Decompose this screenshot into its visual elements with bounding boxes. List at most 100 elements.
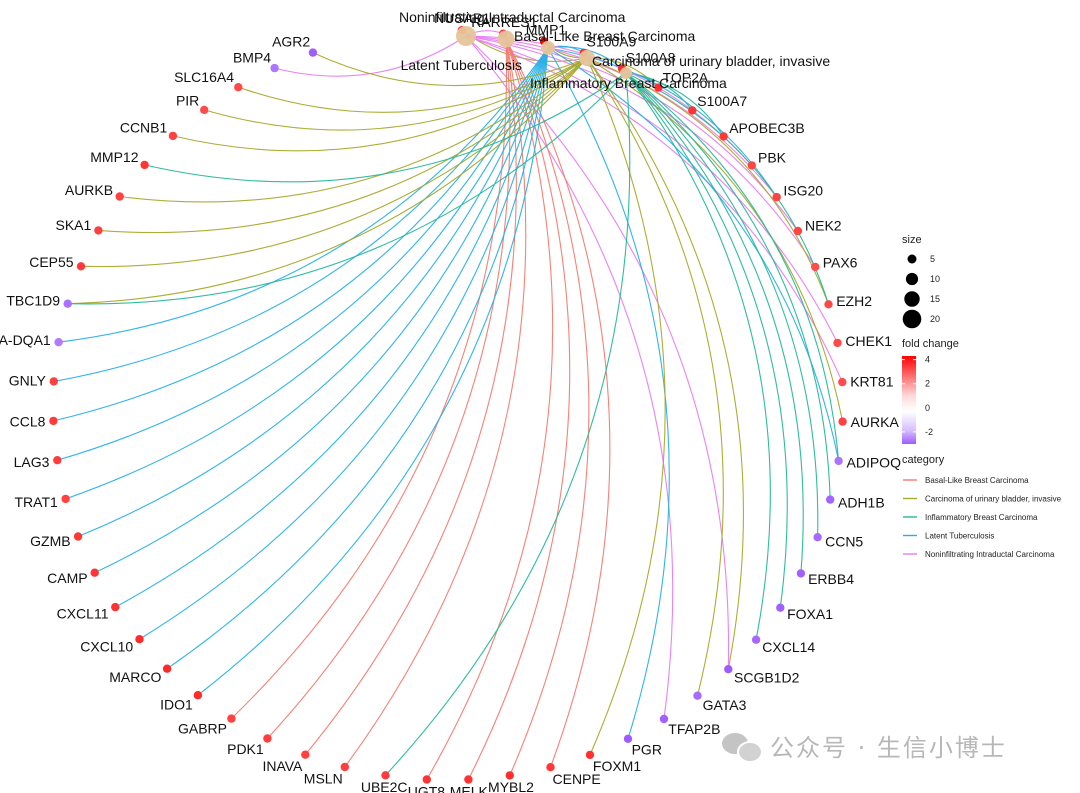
gene-node-layer bbox=[49, 26, 847, 784]
edge-layer bbox=[53, 29, 844, 780]
color-tick-label-4: 4 bbox=[925, 355, 930, 365]
gene-node-s100a7 bbox=[688, 106, 697, 115]
edge-slc16a4-carcinoma-of-urinary-bladder-invasive bbox=[238, 57, 588, 113]
edge-agr2-carcinoma-of-urinary-bladder-invasive bbox=[312, 52, 588, 86]
gene-node-adipoq bbox=[834, 456, 843, 466]
size-key-label-20: 20 bbox=[930, 314, 940, 324]
gene-node-lag3 bbox=[53, 456, 62, 465]
gene-node-erbb4 bbox=[796, 569, 806, 578]
edge-trat1-latent-tuberculosis bbox=[65, 47, 549, 500]
gene-node-camp bbox=[90, 568, 99, 577]
category-label-noninfiltrating-intraductal-carcinoma: Noninfiltrating Intraductal Carcinoma bbox=[399, 9, 626, 25]
gene-label-pdk1: PDK1 bbox=[227, 741, 264, 757]
gene-label-rarres1: RARRES1 bbox=[471, 14, 537, 30]
gene-label-ska1: SKA1 bbox=[55, 217, 91, 233]
gene-node-top2a bbox=[654, 83, 663, 92]
gene-node-ccnb1 bbox=[168, 131, 178, 141]
edge-camp-latent-tuberculosis bbox=[94, 47, 549, 574]
edge-ube2c-inflammatory-breast-carcinoma bbox=[385, 72, 631, 776]
gene-node-ube2c bbox=[381, 771, 390, 780]
category-label-carcinoma-of-urinary-bladder-invasive: Carcinoma of urinary bladder, invasive bbox=[592, 53, 830, 69]
edge-cenpe-basal-like-breast-carcinoma bbox=[505, 38, 611, 768]
gene-label-lag3: LAG3 bbox=[14, 454, 50, 470]
gene-label-pbk: PBK bbox=[758, 150, 787, 166]
color-tick-label-0: 0 bbox=[925, 403, 930, 413]
gene-node-trat1 bbox=[61, 494, 70, 504]
gene-label-chek1: CHEK1 bbox=[845, 333, 892, 349]
gene-label-mmp1: MMP1 bbox=[526, 22, 567, 38]
gene-label-aurkb: AURKB bbox=[65, 182, 113, 198]
gene-label-cxcl11: CXCL11 bbox=[57, 606, 109, 622]
gene-node-cep55 bbox=[76, 262, 86, 271]
gene-label-cxcl14: CXCL14 bbox=[762, 639, 815, 655]
category-key-label-inflammatory-breast-carcinoma: Inflammatory Breast Carcinoma bbox=[925, 513, 1038, 522]
edge-gzmb-latent-tuberculosis bbox=[77, 47, 549, 538]
gene-label-marco: MARCO bbox=[109, 669, 161, 685]
color-legend: fold change 4 2 0 -2 bbox=[902, 338, 959, 444]
gene-label-gzmb: GZMB bbox=[30, 533, 70, 549]
category-node-noninfiltrating-intraductal-carcinoma bbox=[456, 26, 476, 46]
gene-node-apobec3b bbox=[719, 132, 728, 141]
category-label-inflammatory-breast-carcinoma: Inflammatory Breast Carcinoma bbox=[530, 75, 727, 91]
category-node-inflammatory-breast-carcinoma bbox=[620, 67, 632, 79]
gene-node-gnly bbox=[49, 377, 58, 386]
size-key-label-5: 5 bbox=[930, 254, 935, 264]
gene-label-scgb1d2: SCGB1D2 bbox=[734, 670, 800, 686]
gene-node-gata3 bbox=[693, 691, 702, 700]
gene-node-hla-dqa1 bbox=[54, 338, 63, 347]
gene-node-tfap2b bbox=[659, 714, 669, 724]
size-key-15 bbox=[904, 291, 920, 307]
gene-label-inava: INAVA bbox=[262, 758, 303, 774]
gene-label-mmp12: MMP12 bbox=[90, 149, 138, 165]
edge-hla-dqa1-latent-tuberculosis bbox=[58, 47, 549, 343]
gene-label-ccn5: CCN5 bbox=[825, 533, 863, 549]
edge-melk-basal-like-breast-carcinoma bbox=[467, 38, 571, 780]
gene-label-nek2: NEK2 bbox=[805, 217, 842, 233]
edge-ska1-carcinoma-of-urinary-bladder-invasive bbox=[98, 57, 588, 234]
category-node-layer bbox=[456, 26, 632, 79]
color-tick-label-2: 2 bbox=[925, 379, 930, 389]
edge-adh1b-inflammatory-breast-carcinoma bbox=[625, 72, 831, 500]
gene-label-mybl2: MYBL2 bbox=[488, 779, 534, 793]
gene-label-ube2c: UBE2C bbox=[361, 779, 408, 793]
gene-label-foxm1: FOXM1 bbox=[593, 758, 641, 774]
gene-node-ezh2 bbox=[824, 300, 833, 309]
edge-foxm1-carcinoma-of-urinary-bladder-invasive bbox=[586, 57, 666, 756]
edge-ccl8-latent-tuberculosis bbox=[53, 47, 549, 422]
gene-node-chek1 bbox=[833, 338, 842, 348]
gene-node-foxa1 bbox=[776, 603, 785, 612]
gene-label-ugt8: UGT8 bbox=[408, 783, 446, 793]
gene-label-ccl8: CCL8 bbox=[10, 413, 46, 429]
size-legend-title: size bbox=[902, 234, 922, 246]
gene-node-bmp4 bbox=[270, 63, 279, 73]
edge-marco-latent-tuberculosis bbox=[166, 47, 549, 670]
edge-tbc1d9-carcinoma-of-urinary-bladder-invasive bbox=[67, 57, 588, 305]
watermark: 公众号 · 生信小博士 bbox=[722, 728, 1007, 763]
gene-node-inava bbox=[301, 750, 310, 759]
gene-node-ska1 bbox=[94, 226, 103, 235]
gene-label-s100a9: S100A9 bbox=[587, 34, 637, 50]
edge-msln-basal-like-breast-carcinoma bbox=[344, 38, 527, 768]
gene-label-tfap2b: TFAP2B bbox=[668, 721, 720, 737]
gene-node-gabrp bbox=[227, 714, 236, 723]
category-key-label-carcinoma-of-urinary-bladder-invasive: Carcinoma of urinary bladder, invasive bbox=[925, 495, 1062, 504]
gene-label-pir: PIR bbox=[176, 93, 199, 109]
gene-label-erbb4: ERBB4 bbox=[808, 571, 854, 587]
gene-label-adh1b: ADH1B bbox=[838, 495, 885, 511]
gene-node-mybl2 bbox=[505, 771, 514, 780]
gene-label-cep55: CEP55 bbox=[29, 254, 74, 270]
category-node-latent-tuberculosis bbox=[541, 41, 555, 55]
gene-node-adh1b bbox=[826, 495, 835, 504]
wechat-icon bbox=[722, 730, 763, 763]
edge-pir-carcinoma-of-urinary-bladder-invasive bbox=[204, 57, 588, 131]
edge-cxcl14-inflammatory-breast-carcinoma bbox=[625, 72, 771, 640]
edge-tbc1d9-inflammatory-breast-carcinoma bbox=[67, 72, 627, 305]
category-label-basal-like-breast-carcinoma: Basal-Like Breast Carcinoma bbox=[514, 28, 696, 44]
category-key-label-basal-like-breast-carcinoma: Basal-Like Breast Carcinoma bbox=[925, 476, 1029, 485]
edge-pax6-noninfiltrating-intraductal-carcinoma bbox=[465, 35, 816, 268]
color-bar bbox=[902, 356, 916, 444]
gene-node-cxcl11 bbox=[111, 602, 120, 612]
